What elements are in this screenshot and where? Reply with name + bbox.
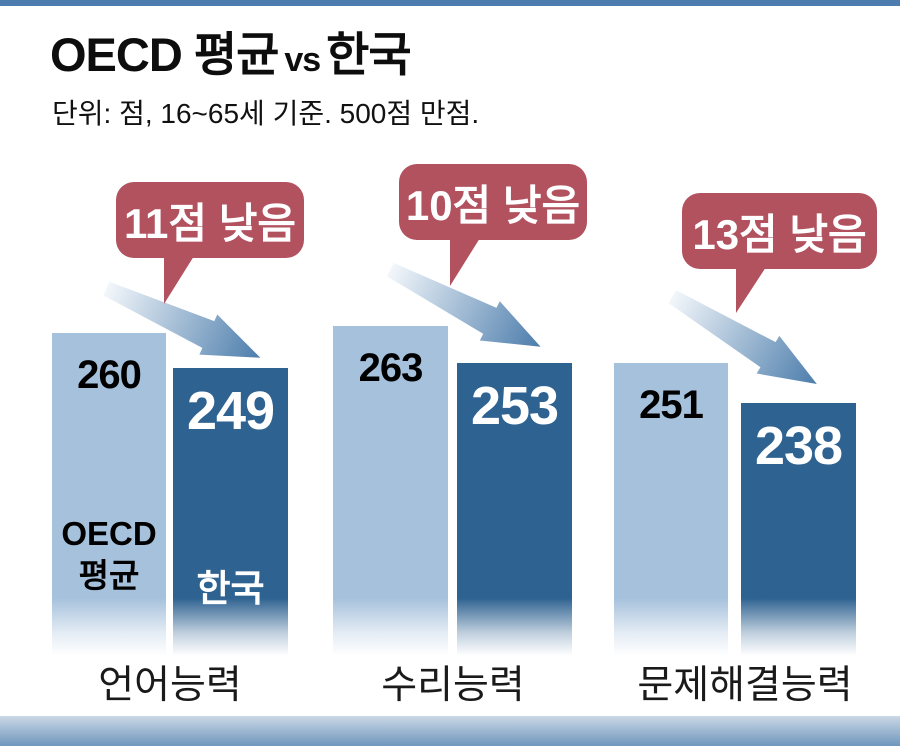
bar-value-korea-3: 238	[754, 416, 843, 476]
callout-label-3: 13점 낮음	[692, 210, 867, 258]
callout-tail-3	[736, 267, 766, 313]
bar-value-oecd-2: 263	[358, 346, 424, 390]
callout-tail-1	[164, 256, 194, 304]
bar-value-oecd-3: 251	[639, 383, 704, 427]
title-vs: vs	[284, 41, 321, 79]
title-left: OECD 평균	[50, 28, 279, 81]
category-label-2: 수리능력	[381, 664, 525, 707]
title-right: 한국	[326, 28, 411, 81]
callout-tail-2	[450, 238, 480, 286]
decrease-arrow-3	[668, 290, 817, 385]
bottom-fade-overlay	[0, 598, 900, 662]
bar-value-oecd-1: 260	[77, 353, 142, 397]
bar-value-korea-2: 253	[470, 376, 559, 436]
bar-value-korea-1: 249	[186, 381, 275, 441]
decrease-arrow-1	[103, 281, 261, 358]
page-title: OECD 평균 vs 한국	[50, 16, 412, 85]
top-border-strip	[0, 0, 900, 6]
callout-bubble-2: 10점 낮음	[399, 164, 587, 240]
callout-label-2: 10점 낮음	[405, 181, 581, 229]
decrease-arrow-2	[386, 262, 541, 347]
category-label-3: 문제해결능력	[637, 664, 853, 707]
bottom-border-band	[0, 716, 900, 746]
callout-bubble-1: 11점 낮음	[116, 182, 304, 258]
callout-bubble-3: 13점 낮음	[682, 193, 877, 269]
series-label-oecd: OECD 평균	[61, 515, 157, 594]
callout-label-1: 11점 낮음	[124, 199, 296, 247]
chart-subtitle: 단위: 점, 16~65세 기준. 500점 만점.	[52, 98, 480, 129]
category-label-1: 언어능력	[98, 664, 242, 707]
